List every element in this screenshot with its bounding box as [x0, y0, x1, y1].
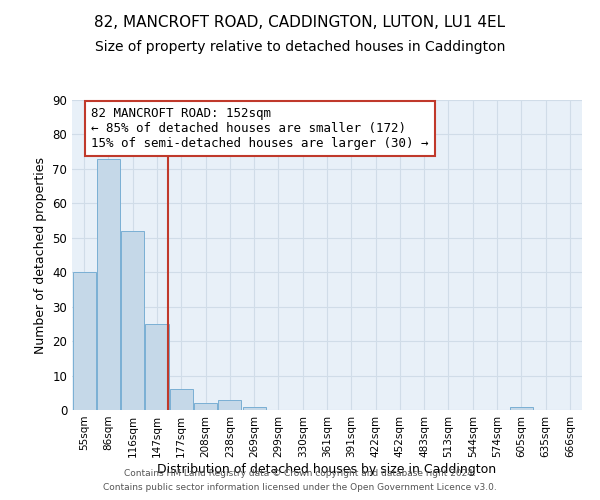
Bar	[145, 324, 169, 410]
X-axis label: Distribution of detached houses by size in Caddington: Distribution of detached houses by size …	[157, 462, 497, 475]
Bar	[170, 390, 193, 410]
Text: 82, MANCROFT ROAD, CADDINGTON, LUTON, LU1 4EL: 82, MANCROFT ROAD, CADDINGTON, LUTON, LU…	[94, 15, 506, 30]
Bar	[242, 406, 266, 410]
Text: 82 MANCROFT ROAD: 152sqm
← 85% of detached houses are smaller (172)
15% of semi-: 82 MANCROFT ROAD: 152sqm ← 85% of detach…	[91, 107, 429, 150]
Text: Contains HM Land Registry data © Crown copyright and database right 2024.: Contains HM Land Registry data © Crown c…	[124, 468, 476, 477]
Bar	[194, 403, 217, 410]
Text: Size of property relative to detached houses in Caddington: Size of property relative to detached ho…	[95, 40, 505, 54]
Bar	[510, 406, 533, 410]
Bar	[121, 231, 144, 410]
Bar	[73, 272, 95, 410]
Bar	[218, 400, 241, 410]
Y-axis label: Number of detached properties: Number of detached properties	[34, 156, 47, 354]
Bar	[97, 158, 120, 410]
Text: Contains public sector information licensed under the Open Government Licence v3: Contains public sector information licen…	[103, 484, 497, 492]
